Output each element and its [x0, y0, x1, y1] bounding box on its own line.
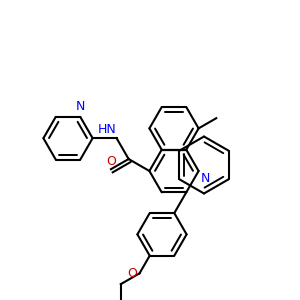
Text: HN: HN — [97, 123, 116, 136]
Text: N: N — [76, 100, 85, 113]
Text: N: N — [201, 172, 210, 185]
Text: O: O — [127, 267, 137, 280]
Text: O: O — [106, 155, 116, 168]
